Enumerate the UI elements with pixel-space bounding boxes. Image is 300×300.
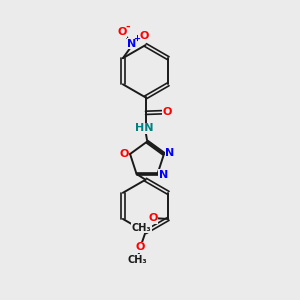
- Text: O: O: [119, 149, 129, 159]
- Text: +: +: [133, 34, 140, 43]
- Text: N: N: [159, 169, 168, 179]
- Text: CH₃: CH₃: [132, 223, 151, 233]
- Text: N: N: [127, 39, 136, 49]
- Text: O: O: [139, 31, 148, 40]
- Text: -: -: [125, 22, 130, 32]
- Text: O: O: [117, 27, 127, 37]
- Text: N: N: [165, 148, 175, 158]
- Text: O: O: [136, 242, 145, 253]
- Text: O: O: [162, 107, 172, 117]
- Text: CH₃: CH₃: [128, 255, 147, 265]
- Text: O: O: [148, 213, 158, 224]
- Text: HN: HN: [135, 123, 154, 133]
